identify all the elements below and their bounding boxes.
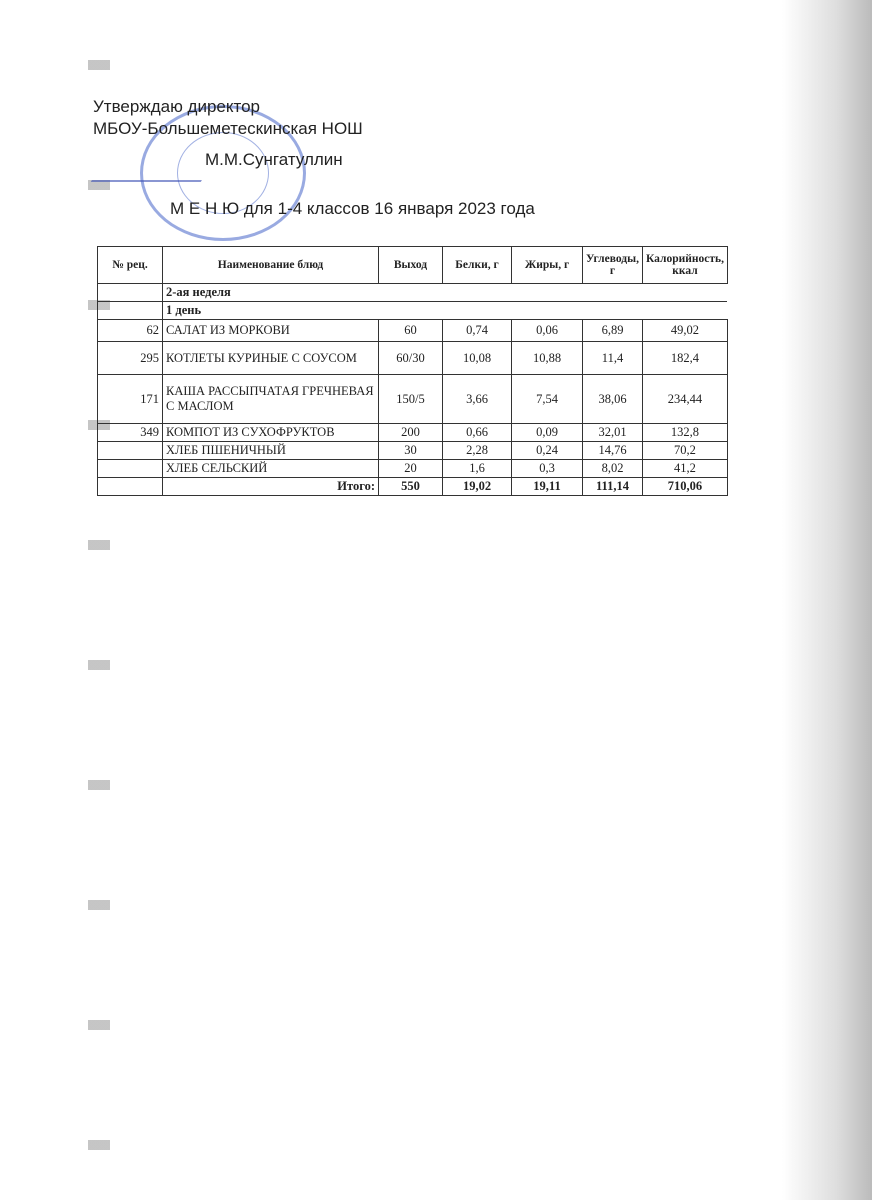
calories: 234,44	[642, 374, 728, 424]
output: 60/30	[378, 341, 443, 375]
dish-name: САЛАТ ИЗ МОРКОВИ	[162, 319, 379, 342]
table-row: 171 КАША РАССЫПЧАТАЯ ГРЕЧНЕВАЯ С МАСЛОМ 15…	[97, 374, 728, 424]
fat: 10,88	[511, 341, 583, 375]
carbs: 38,06	[582, 374, 643, 424]
protein: 10,08	[442, 341, 512, 375]
school-stamp	[140, 105, 306, 241]
day-row: 1 день	[97, 301, 728, 320]
table-row: 62 САЛАТ ИЗ МОРКОВИ 60 0,74 0,06 6,89 49,02	[97, 319, 728, 342]
total-carbs: 111,14	[582, 477, 643, 496]
dish-name: КОМПОТ ИЗ СУХОФРУКТОВ	[162, 423, 379, 442]
dish-name: КОТЛЕТЫ КУРИНЫЕ С СОУСОМ	[162, 341, 379, 375]
col-fat: Жиры, г	[511, 246, 583, 284]
day-label: 1 день	[162, 301, 728, 320]
header-row: № рец. Наименование блюд Выход Белки, г …	[97, 246, 728, 284]
calories: 182,4	[642, 341, 728, 375]
total-calories: 710,06	[642, 477, 728, 496]
calories: 49,02	[642, 319, 728, 342]
director-name: М.М.Сунгатуллин	[205, 150, 343, 169]
stamp-inner	[177, 132, 269, 214]
protein: 0,74	[442, 319, 512, 342]
recipe-number	[97, 441, 163, 460]
table-row: 295 КОТЛЕТЫ КУРИНЫЕ С СОУСОМ 60/30 10,08 10,…	[97, 341, 728, 375]
carbs: 14,76	[582, 441, 643, 460]
output: 200	[378, 423, 443, 442]
scan-edge-left	[0, 0, 120, 1200]
output: 60	[378, 319, 443, 342]
recipe-number: 295	[97, 341, 163, 375]
total-row: Итого: 550 19,02 19,11 111,14 710,06	[97, 477, 728, 496]
dish-name: КАША РАССЫПЧАТАЯ ГРЕЧНЕВАЯ С МАСЛОМ	[162, 374, 379, 424]
calories: 41,2	[642, 459, 728, 478]
total-protein: 19,02	[442, 477, 512, 496]
calories: 70,2	[642, 441, 728, 460]
output: 20	[378, 459, 443, 478]
carbs: 6,89	[582, 319, 643, 342]
fat: 0,06	[511, 319, 583, 342]
dish-name: ХЛЕБ СЕЛЬСКИЙ	[162, 459, 379, 478]
recipe-number: 349	[97, 423, 163, 442]
col-name: Наименование блюд	[162, 246, 379, 284]
school-name: МБОУ-Большеметескинская НОШ	[93, 119, 363, 138]
signature	[90, 150, 220, 182]
col-protein: Белки, г	[442, 246, 512, 284]
col-calories: Калорийность, ккал	[642, 246, 728, 284]
fat: 0,3	[511, 459, 583, 478]
total-fat: 19,11	[511, 477, 583, 496]
protein: 0,66	[442, 423, 512, 442]
menu-title: М Е Н Ю для 1-4 классов 16 января 2023 г…	[170, 199, 535, 218]
total-label: Итого:	[162, 477, 379, 496]
total-output: 550	[378, 477, 443, 496]
output: 30	[378, 441, 443, 460]
fat: 0,09	[511, 423, 583, 442]
recipe-number	[97, 459, 163, 478]
carbs: 32,01	[582, 423, 643, 442]
fat: 7,54	[511, 374, 583, 424]
table-row: ХЛЕБ СЕЛЬСКИЙ 20 1,6 0,3 8,02 41,2	[97, 459, 728, 478]
col-output: Выход	[378, 246, 443, 284]
recipe-number: 62	[97, 319, 163, 342]
carbs: 11,4	[582, 341, 643, 375]
col-carbs: Углеводы, г	[582, 246, 643, 284]
table-row: 349 КОМПОТ ИЗ СУХОФРУКТОВ 200 0,66 0,09 32,01…	[97, 423, 728, 442]
fat: 0,24	[511, 441, 583, 460]
protein: 2,28	[442, 441, 512, 460]
protein: 1,6	[442, 459, 512, 478]
calories: 132,8	[642, 423, 728, 442]
col-rec: № рец.	[97, 246, 163, 284]
scan-edge-right	[782, 0, 872, 1200]
carbs: 8,02	[582, 459, 643, 478]
week-label: 2-ая неделя	[162, 283, 728, 302]
table-row: ХЛЕБ ПШЕНИЧНЫЙ 30 2,28 0,24 14,76 70,2	[97, 441, 728, 460]
output: 150/5	[378, 374, 443, 424]
approval-line: Утверждаю директор	[93, 97, 261, 116]
protein: 3,66	[442, 374, 512, 424]
dish-name: ХЛЕБ ПШЕНИЧНЫЙ	[162, 441, 379, 460]
week-row: 2-ая неделя	[97, 283, 728, 302]
menu-table: № рец. Наименование блюд Выход Белки, г …	[97, 246, 728, 496]
recipe-number: 171	[97, 374, 163, 424]
